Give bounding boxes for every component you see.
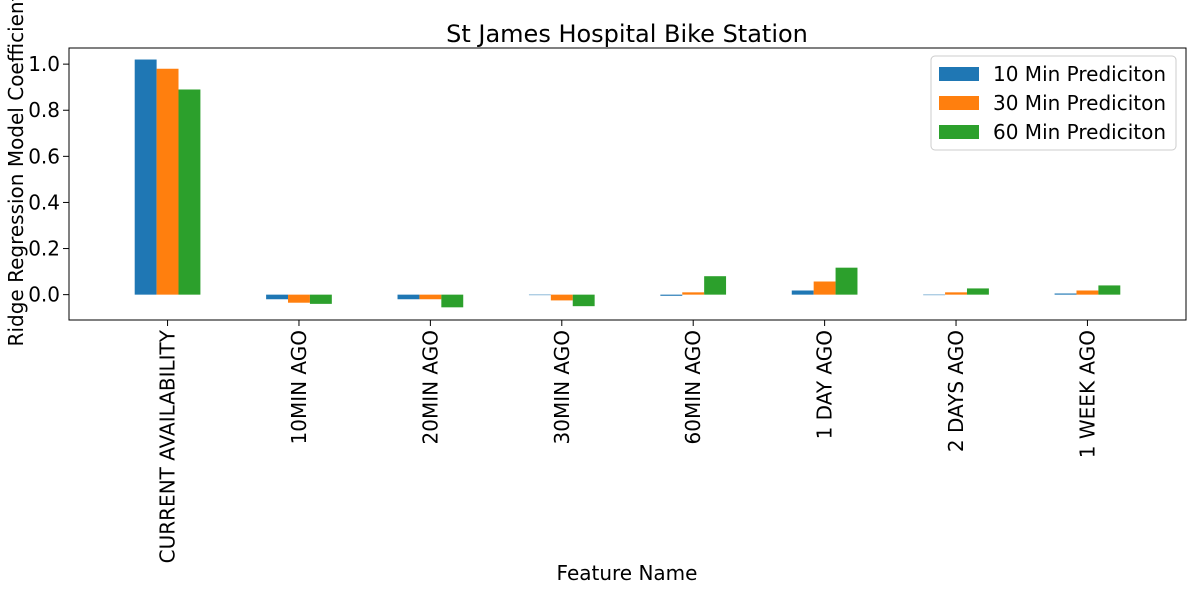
legend-swatch-2 [939,96,979,110]
bar-series-2-1-day-ago [813,281,836,295]
chart-title: St James Hospital Bike Station [446,20,808,48]
bar-series-1-current-availability [134,59,157,295]
y-tick-label: 1.0 [28,52,60,76]
bar-series-1-1-week-ago [1054,293,1077,295]
x-tick-label: 30MIN AGO [550,330,574,445]
x-tick-label: CURRENT AVAILABILITY [156,329,180,563]
bar-series-3-30min-ago [572,294,595,307]
bar-series-1-1-day-ago [791,290,814,295]
y-tick-label: 0.0 [28,283,60,307]
x-tick-label: 1 WEEK AGO [1075,330,1099,458]
bar-series-1-60min-ago [660,294,683,296]
legend-swatch-3 [939,125,979,139]
bar-series-2-20min-ago [419,294,442,300]
bar-series-2-60min-ago [682,292,705,295]
bar-series-1-2-days-ago [923,294,946,296]
y-axis: 0.0 0.2 0.4 0.6 0.8 1.0 [28,52,69,307]
series-2 [156,68,1099,303]
series-3 [178,89,1121,308]
bar-series-1-20min-ago [397,294,420,300]
plot-area [134,59,1121,308]
x-axis: CURRENT AVAILABILITY 10MIN AGO 20MIN AGO 30… [156,320,1099,563]
bar-series-2-1-week-ago [1076,290,1099,295]
y-tick-label: 0.4 [28,190,60,214]
y-tick-label: 0.2 [28,237,60,261]
y-tick-label: 0.8 [28,98,60,122]
x-axis-label: Feature Name [557,561,698,585]
y-tick-label: 0.6 [28,144,60,168]
bar-series-2-10min-ago [288,294,310,303]
legend-label-3: 60 Min Prediciton [993,120,1166,144]
legend-label-2: 30 Min Prediciton [993,91,1166,115]
legend-swatch-1 [939,67,979,81]
bar-series-2-current-availability [156,68,179,295]
bar-series-3-1-day-ago [835,267,858,295]
bar-series-2-2-days-ago [945,292,967,295]
bar-series-1-30min-ago [528,294,551,296]
series-1 [134,59,1077,300]
x-tick-label: 20MIN AGO [418,330,442,445]
x-tick-label: 2 DAYS AGO [944,330,968,452]
bar-series-3-10min-ago [309,294,332,304]
x-tick-label: 60MIN AGO [681,330,705,445]
y-axis-label: Ridge Regression Model Coefficient [4,0,28,346]
x-tick-label: 10MIN AGO [287,330,311,445]
x-tick-label: 1 DAY AGO [813,330,837,439]
legend: 10 Min Prediciton 30 Min Prediciton 60 Min… [930,55,1177,151]
bar-series-2-30min-ago [550,294,573,301]
legend-frame [930,55,1177,151]
bar-series-3-2-days-ago [966,288,989,295]
bar-series-3-60min-ago [704,276,727,295]
bar-series-3-current-availability [178,89,201,295]
bar-series-3-20min-ago [441,294,464,308]
bar-series-3-1-week-ago [1098,285,1121,295]
plot-frame [68,47,1187,321]
bar-series-1-10min-ago [266,294,289,300]
legend-label-1: 10 Min Prediciton [993,62,1166,86]
